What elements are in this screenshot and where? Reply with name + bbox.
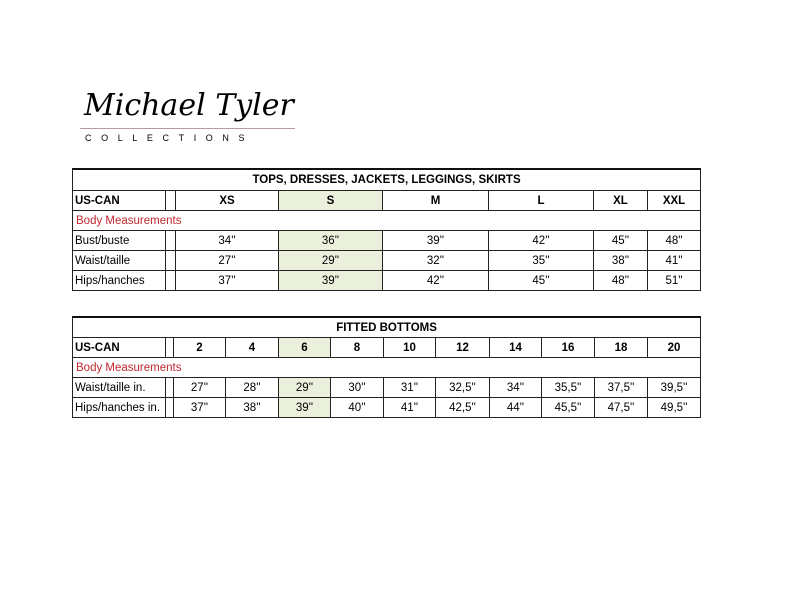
measurement-row: Bust/buste 34'' 36'' 39'' 42'' 45'' 48'' [72, 230, 702, 251]
row-label: Waist/taille in. [72, 377, 166, 398]
measurement-cell: 35'' [488, 250, 594, 271]
measurement-cell: 29'' [278, 377, 331, 398]
measurement-cell: 37,5'' [594, 377, 648, 398]
section-label: Body Measurements [71, 357, 702, 378]
spacer-cell [165, 337, 174, 358]
size-header: 12 [435, 337, 490, 358]
measurement-cell: 27'' [175, 250, 279, 271]
size-header: 4 [225, 337, 279, 358]
size-header: 8 [330, 337, 384, 358]
size-header: 6 [278, 337, 331, 358]
section-row: Body Measurements [71, 357, 702, 378]
size-header: 2 [173, 337, 226, 358]
size-header: XL [593, 190, 648, 211]
size-header: 18 [594, 337, 648, 358]
measurement-cell: 39'' [278, 270, 383, 291]
row-label: Waist/taille [72, 250, 166, 271]
measurement-cell: 47,5'' [594, 397, 648, 418]
size-header-row: US-CAN 2 4 6 8 10 12 14 16 18 20 [72, 337, 702, 358]
size-header-row: US-CAN XS S M L XL XXL [72, 190, 702, 211]
measurement-cell: 41'' [383, 397, 436, 418]
measurement-row: Hips/hanches 37'' 39'' 42'' 45'' 48'' 51'' [72, 270, 702, 291]
measurement-cell: 31'' [383, 377, 436, 398]
size-header: XXL [646, 190, 702, 211]
section-label: Body Measurements [71, 210, 702, 231]
tops-size-table: TOPS, DRESSES, JACKETS, LEGGINGS, SKIRTS… [71, 168, 702, 291]
measurement-cell: 45'' [593, 230, 648, 251]
logo-wordmark: Michael Tyler [84, 88, 294, 123]
measurement-cell: 30'' [330, 377, 384, 398]
section-row: Body Measurements [71, 210, 702, 231]
measurement-cell: 29'' [278, 250, 383, 271]
measurement-cell: 49,5'' [646, 397, 702, 418]
measurement-cell: 28'' [225, 377, 279, 398]
size-header: 14 [489, 337, 542, 358]
measurement-cell: 38'' [593, 250, 648, 271]
row-label: Bust/buste [72, 230, 166, 251]
brand-logo: Michael Tyler COLLECTIONS [80, 84, 320, 149]
measurement-cell: 34'' [175, 230, 279, 251]
measurement-row: Waist/taille 27'' 29'' 32'' 35'' 38'' 41'' [72, 250, 702, 271]
measurement-cell: 48'' [646, 230, 702, 251]
bottoms-size-table: FITTED BOTTOMS US-CAN 2 4 6 8 10 12 14 16 18 20 Body… [71, 316, 702, 418]
table-title: TOPS, DRESSES, JACKETS, LEGGINGS, SKIRTS [71, 168, 702, 191]
measurement-cell: 42'' [488, 230, 594, 251]
header-label: US-CAN [72, 337, 166, 358]
table-title-row: TOPS, DRESSES, JACKETS, LEGGINGS, SKIRTS [71, 168, 702, 191]
logo-divider [80, 128, 295, 129]
measurement-cell: 42,5'' [435, 397, 490, 418]
size-header: 10 [383, 337, 436, 358]
size-header: 16 [541, 337, 595, 358]
measurement-cell: 37'' [173, 397, 226, 418]
measurement-row: Hips/hanches in. 37'' 38'' 39'' 40'' 41'' 42,5… [72, 397, 702, 418]
spacer-cell [165, 397, 174, 418]
spacer-cell [165, 377, 174, 398]
measurement-cell: 44'' [489, 397, 542, 418]
row-label: Hips/hanches in. [72, 397, 166, 418]
measurement-cell: 39,5'' [646, 377, 702, 398]
measurement-cell: 40'' [330, 397, 384, 418]
measurement-cell: 51'' [646, 270, 702, 291]
measurement-cell: 35,5'' [541, 377, 595, 398]
row-label: Hips/hanches [72, 270, 166, 291]
measurement-row: Waist/taille in. 27'' 28'' 29'' 30'' 31'' 32,5… [72, 377, 702, 398]
spacer-cell [165, 270, 176, 291]
measurement-cell: 45'' [488, 270, 594, 291]
table-title-row: FITTED BOTTOMS [71, 316, 702, 338]
spacer-cell [165, 230, 176, 251]
size-header: 20 [646, 337, 702, 358]
header-label: US-CAN [72, 190, 166, 211]
measurement-cell: 48'' [593, 270, 648, 291]
measurement-cell: 45,5'' [541, 397, 595, 418]
spacer-cell [165, 250, 176, 271]
logo-subtitle: COLLECTIONS [85, 133, 255, 143]
measurement-cell: 32,5'' [435, 377, 490, 398]
measurement-cell: 27'' [173, 377, 226, 398]
size-header: XS [175, 190, 279, 211]
size-header: S [278, 190, 383, 211]
measurement-cell: 39'' [382, 230, 489, 251]
size-header: M [382, 190, 489, 211]
measurement-cell: 41'' [646, 250, 702, 271]
size-header: L [488, 190, 594, 211]
spacer-cell [165, 190, 176, 211]
table-title: FITTED BOTTOMS [71, 316, 702, 338]
measurement-cell: 37'' [175, 270, 279, 291]
measurement-cell: 38'' [225, 397, 279, 418]
measurement-cell: 39'' [278, 397, 331, 418]
measurement-cell: 34'' [489, 377, 542, 398]
measurement-cell: 32'' [382, 250, 489, 271]
measurement-cell: 42'' [382, 270, 489, 291]
measurement-cell: 36'' [278, 230, 383, 251]
